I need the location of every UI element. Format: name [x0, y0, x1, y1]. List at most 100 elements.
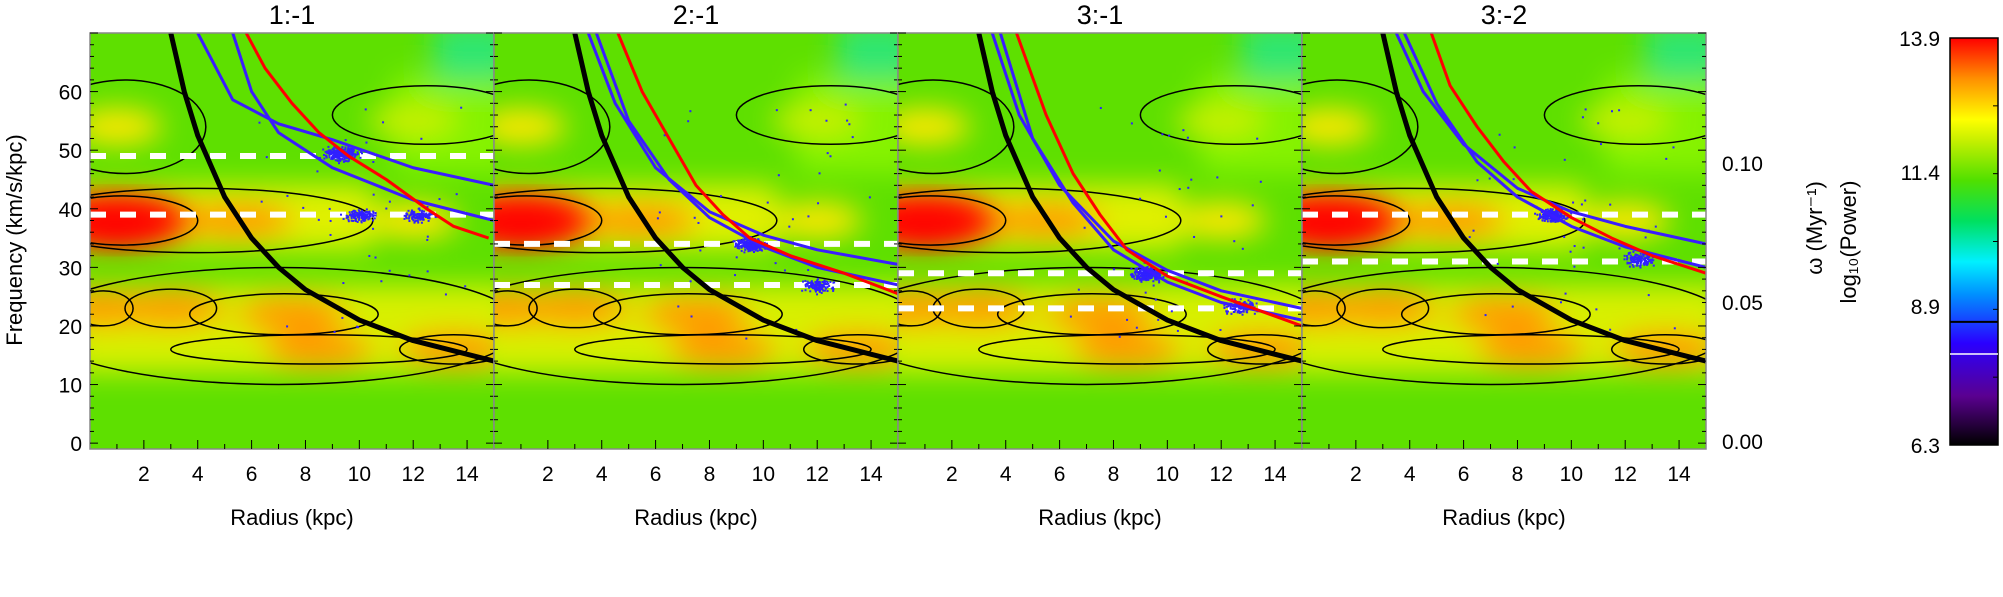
scatter-point [1133, 277, 1136, 280]
scatter-point [382, 121, 385, 124]
panel-title: 1:-1 [269, 0, 316, 30]
red-curve [616, 33, 898, 296]
scatter-point [1157, 273, 1160, 276]
scatter-point [761, 249, 764, 252]
scatter-point [323, 157, 326, 160]
scatter-point [1637, 257, 1640, 260]
scatter-point [1542, 214, 1545, 217]
scatter-point [1643, 261, 1646, 264]
scatter-point [340, 158, 343, 161]
scatter-point [1646, 262, 1649, 265]
scatter-point [1498, 133, 1501, 136]
scatter-point [360, 152, 363, 155]
scatter-point [826, 290, 829, 293]
scatter-point [351, 210, 354, 213]
scatter-point [1137, 271, 1140, 274]
scatter-point [1573, 265, 1576, 268]
scatter-point [777, 174, 780, 177]
scatter-point [1631, 258, 1634, 261]
scatter-point [750, 247, 753, 250]
scatter-point [425, 213, 428, 216]
scatter-point [1147, 271, 1150, 274]
scatter-point [359, 156, 362, 159]
scatter-point [418, 209, 421, 212]
scatter-point [1559, 211, 1562, 214]
power-peak [923, 290, 1034, 327]
scatter-point [336, 159, 339, 162]
scatter-point [1582, 246, 1585, 249]
scatter-point [1552, 220, 1555, 223]
scatter-point [804, 279, 807, 282]
scatter-point [754, 245, 757, 248]
scatter-point [1187, 186, 1190, 189]
scatter-point [1549, 210, 1552, 213]
colorbar: 6.3 8.9 11.4 13.9 [1899, 28, 1999, 458]
scatter-point [745, 337, 748, 340]
scatter-point [744, 242, 747, 245]
scatter-point [743, 241, 746, 244]
scatter-point [1468, 236, 1471, 239]
scatter-point [749, 249, 752, 252]
scatter-point [1638, 259, 1641, 262]
scatter-point [1137, 272, 1140, 275]
x-tick-label: 2 [542, 463, 554, 486]
scatter-point [330, 157, 333, 160]
scatter-point [742, 244, 745, 247]
colorbar-tick-label: 8.9 [1911, 296, 1940, 319]
scatter-point [414, 220, 417, 223]
scatter-point [734, 245, 737, 248]
scatter-point [1584, 199, 1587, 202]
scatter-point [739, 242, 742, 245]
right-axis-label: ω (Myr⁻¹) [1802, 181, 1827, 275]
scatter-point [756, 249, 759, 252]
scatter-point [332, 152, 335, 155]
scatter-point [1633, 255, 1636, 258]
scatter-point [1247, 299, 1250, 302]
scatter-point [751, 247, 754, 250]
scatter-point [1543, 213, 1546, 216]
x-tick-label: 12 [1614, 463, 1637, 486]
scatter-point [1131, 272, 1134, 275]
scatter-point [348, 211, 351, 214]
scatter-point [1635, 258, 1638, 261]
x-tick-label: 14 [455, 463, 479, 486]
scatter-point [424, 216, 427, 219]
x-axis-label: Radius (kpc) [634, 505, 757, 530]
scatter-point [329, 150, 332, 153]
scatter-point [1158, 279, 1161, 282]
scatter-point [1550, 220, 1553, 223]
contour-line [1302, 79, 1419, 175]
scatter-point [1563, 158, 1566, 161]
scatter-point [818, 283, 821, 286]
panel-title: 3:-1 [1077, 0, 1124, 30]
scatter-point [362, 215, 365, 218]
power-peak [1071, 331, 1182, 368]
scatter-point [1555, 208, 1558, 211]
scatter-point [361, 209, 364, 212]
scatter-point [349, 149, 352, 152]
scatter-point [1618, 247, 1621, 250]
scatter-point [1253, 312, 1256, 315]
heatmap-blobs [898, 33, 1302, 373]
scatter-point [335, 149, 338, 152]
scatter-point [829, 280, 832, 283]
scatter-point [1560, 214, 1563, 217]
scatter-point [814, 289, 817, 292]
scatter-point [1543, 216, 1546, 219]
scatter-point [1069, 315, 1072, 318]
scatter-point [353, 211, 356, 214]
scatter-point [746, 243, 749, 246]
scatter-point [804, 289, 807, 292]
power-peak [237, 296, 347, 333]
scatter-point [1241, 313, 1244, 316]
scatter-point [808, 286, 811, 289]
contour-line [1302, 195, 1411, 246]
scatter-point [1239, 307, 1242, 310]
scatter-point [1639, 264, 1642, 267]
scatter-point [816, 280, 819, 283]
scatter-point [325, 156, 328, 159]
scatter-point [741, 238, 744, 241]
scatter-point [365, 214, 368, 217]
scatter-point [819, 283, 822, 286]
scatter-point [1640, 257, 1643, 260]
